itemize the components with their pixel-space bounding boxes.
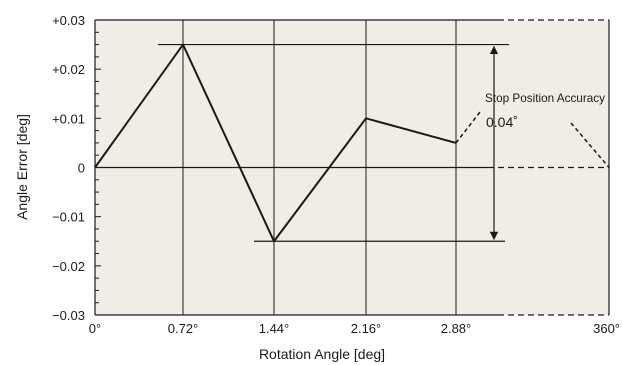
y-axis-title: Angle Error [deg] [14, 114, 30, 220]
x-tick-labels: 0° 0.72° 1.44° 2.16° 2.88° 360° [89, 321, 620, 336]
x-tick-label: 0.72° [168, 321, 199, 336]
y-tick-label: +0.03 [52, 13, 85, 28]
x-axis-title: Rotation Angle [deg] [259, 346, 385, 362]
y-tick-labels: +0.03 +0.02 +0.01 0 −0.01 −0.02 −0.03 [52, 13, 85, 323]
y-tick-label: −0.03 [52, 308, 85, 323]
stop-position-accuracy-label: Stop Position Accuracy [485, 91, 605, 105]
x-tick-label: 360° [593, 321, 620, 336]
x-tick-label: 1.44° [259, 321, 290, 336]
y-tick-label: 0 [78, 161, 85, 176]
series-line [94, 42, 457, 244]
y-minor-ticks [95, 19, 101, 316]
y-tick-label: +0.02 [52, 62, 85, 77]
stop-position-accuracy-value: 0.04˚ [486, 114, 518, 130]
y-tick-label: −0.02 [52, 259, 85, 274]
continuation-dashed-b [570, 122, 610, 168]
y-tick-label: +0.01 [52, 111, 85, 126]
x-tick-label: 0° [89, 321, 101, 336]
x-tick-label: 2.16° [351, 321, 382, 336]
y-tick-label: −0.01 [52, 210, 85, 225]
x-tick-label: 2.88° [441, 321, 472, 336]
